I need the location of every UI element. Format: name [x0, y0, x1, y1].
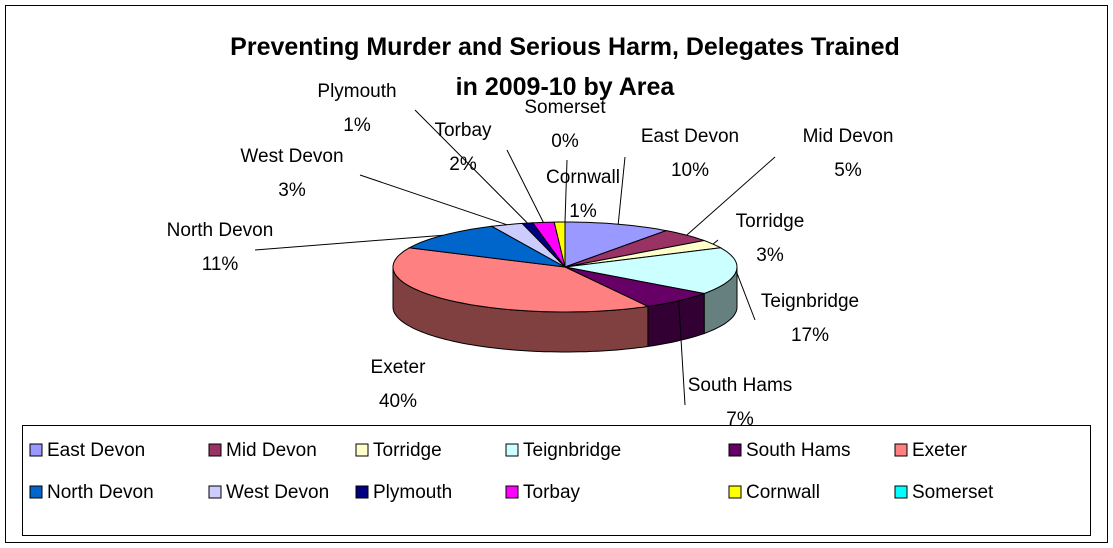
- legend-label: East Devon: [47, 440, 145, 461]
- legend-swatch: [355, 485, 369, 499]
- legend-swatch: [894, 485, 908, 499]
- legend-swatch: [728, 485, 742, 499]
- legend-label: Cornwall: [746, 482, 820, 503]
- slice-label-name: Exeter: [371, 357, 427, 378]
- slice-label-value: 5%: [834, 160, 862, 181]
- slice-label-name: Teignbridge: [761, 291, 859, 312]
- slice-label-value: 7%: [726, 409, 754, 430]
- slice-label-value: 3%: [278, 180, 306, 201]
- leader-line: [506, 149, 544, 223]
- pie-slice: [564, 266, 707, 307]
- slice-label-value: 1%: [343, 115, 371, 136]
- leader-line: [254, 234, 444, 251]
- slice-label-name: Cornwall: [546, 167, 620, 188]
- legend-label: Torridge: [373, 440, 442, 461]
- legend-label: Plymouth: [373, 482, 452, 503]
- legend-label: Mid Devon: [226, 440, 317, 461]
- slice-label-value: 3%: [756, 245, 784, 266]
- slice-label-name: North Devon: [167, 220, 274, 241]
- slice-label-name: Torridge: [736, 211, 805, 232]
- legend-label: Teignbridge: [523, 440, 621, 461]
- legend-label: Somerset: [912, 482, 994, 503]
- leader-line: [712, 239, 719, 245]
- slice-label-name: Torbay: [434, 120, 492, 141]
- legend-swatch: [728, 443, 742, 457]
- leader-line: [686, 156, 776, 236]
- pie-walls: [392, 266, 738, 353]
- legend-swatch: [355, 443, 369, 457]
- legend-swatch: [208, 443, 222, 457]
- slice-label-value: 40%: [379, 391, 417, 412]
- legend-swatch: [29, 485, 43, 499]
- slice-label-value: 11%: [202, 254, 239, 275]
- legend-box: [22, 425, 1091, 536]
- slice-label-value: 0%: [551, 131, 579, 152]
- leader-line: [617, 156, 626, 225]
- slice-label-value: 10%: [671, 160, 709, 181]
- leader-line: [735, 271, 756, 321]
- legend-label: Torbay: [523, 482, 581, 503]
- leader-line: [678, 300, 686, 406]
- slice-label-name: East Devon: [641, 126, 739, 147]
- legend-label: South Hams: [746, 440, 851, 461]
- leader-line: [359, 174, 507, 226]
- leader-line: [414, 109, 528, 224]
- slice-label-name: Plymouth: [317, 81, 396, 102]
- slice-label-name: Somerset: [524, 97, 606, 118]
- legend-label: Exeter: [912, 440, 968, 461]
- slice-label-name: Mid Devon: [803, 126, 894, 147]
- slice-label-value: 17%: [791, 325, 829, 346]
- slice-label-name: South Hams: [688, 375, 793, 396]
- pie-slice: [392, 247, 650, 313]
- legend-swatch: [894, 443, 908, 457]
- legend-swatch: [29, 443, 43, 457]
- pie-slice: [553, 221, 566, 268]
- leader-line: [564, 159, 568, 223]
- slice-label-name: West Devon: [240, 146, 343, 167]
- legend-swatch: [505, 443, 519, 457]
- legend-swatch: [505, 485, 519, 499]
- legend-label: West Devon: [226, 482, 329, 503]
- slice-label-value: 2%: [449, 154, 477, 175]
- legend-swatch: [208, 485, 222, 499]
- slice-label-value: 1%: [569, 201, 597, 222]
- chart-title: Preventing Murder and Serious Harm, Dele…: [230, 33, 900, 101]
- legend-label: North Devon: [47, 482, 154, 503]
